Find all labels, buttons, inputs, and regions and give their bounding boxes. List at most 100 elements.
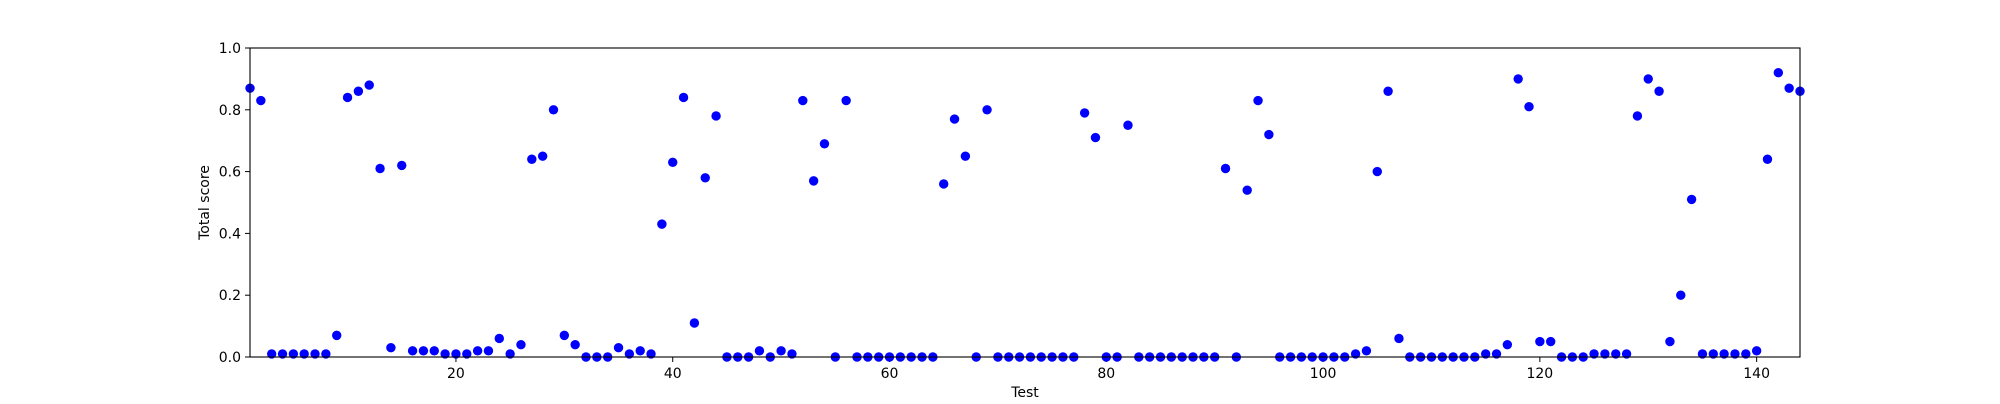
- data-point: [494, 333, 505, 344]
- x-tick-label: 40: [664, 366, 682, 382]
- data-point: [1123, 120, 1133, 130]
- data-point: [332, 330, 342, 341]
- data-point: [1676, 290, 1686, 300]
- data-point: [353, 86, 364, 96]
- data-point: [429, 346, 439, 356]
- data-point: [635, 346, 645, 356]
- data-points: [245, 68, 1805, 362]
- data-point: [1242, 185, 1252, 195]
- data-point: [1502, 339, 1513, 350]
- data-point: [624, 349, 635, 359]
- data-point: [418, 346, 429, 356]
- axis-ticks: 20 40 60 80 100 120 140 0.0 0.2 0.4 0.6 0.8 1.0: [219, 41, 1770, 382]
- data-point: [1535, 336, 1545, 347]
- y-tick-label: 1.0: [219, 41, 241, 57]
- data-point: [1524, 102, 1534, 112]
- data-point: [949, 114, 960, 124]
- x-tick-label: 20: [447, 366, 465, 382]
- data-point: [364, 80, 374, 90]
- data-point: [613, 343, 624, 353]
- data-point: [1545, 336, 1556, 347]
- y-tick-label: 0.6: [219, 165, 241, 181]
- data-point: [310, 349, 320, 359]
- x-tick-label: 140: [1743, 366, 1770, 382]
- y-tick-label: 0.8: [219, 103, 241, 119]
- data-point: [397, 160, 407, 171]
- data-point: [960, 151, 971, 161]
- data-point: [570, 339, 580, 350]
- data-point: [1394, 333, 1404, 344]
- data-point: [472, 346, 483, 356]
- y-tick-label: 0.2: [219, 288, 241, 304]
- x-tick-label: 60: [881, 366, 899, 382]
- data-point: [1708, 349, 1718, 359]
- data-point: [299, 349, 309, 359]
- data-point: [266, 349, 277, 359]
- data-point: [808, 176, 819, 186]
- x-tick-label: 80: [1097, 366, 1115, 382]
- data-point: [462, 349, 472, 359]
- data-point: [277, 349, 288, 359]
- data-point: [1784, 83, 1794, 93]
- data-point: [1762, 154, 1773, 164]
- data-point: [1730, 349, 1740, 359]
- data-point: [1253, 95, 1263, 106]
- data-point: [483, 346, 494, 356]
- data-point: [256, 95, 266, 106]
- data-point: [819, 139, 830, 149]
- data-point: [548, 105, 559, 115]
- data-point: [1372, 166, 1382, 177]
- data-point: [1350, 349, 1361, 359]
- data-point: [1654, 86, 1664, 96]
- data-point: [689, 318, 700, 328]
- data-point: [1264, 129, 1274, 140]
- data-point: [1090, 132, 1101, 143]
- data-point: [668, 157, 678, 168]
- data-point: [841, 95, 851, 106]
- data-point: [1383, 86, 1393, 96]
- data-point: [1665, 336, 1675, 347]
- data-point: [700, 173, 710, 183]
- data-point: [1741, 349, 1751, 359]
- data-point: [505, 349, 515, 359]
- data-point: [711, 111, 721, 121]
- data-point: [1751, 346, 1762, 356]
- data-point: [1719, 349, 1729, 359]
- data-point: [386, 343, 396, 353]
- data-point: [1611, 349, 1621, 359]
- data-point: [440, 349, 450, 359]
- data-point: [1513, 74, 1523, 84]
- x-tick-label: 100: [1310, 366, 1337, 382]
- data-point: [646, 349, 656, 359]
- data-point: [1491, 349, 1502, 359]
- data-point: [1773, 68, 1784, 78]
- data-point: [1589, 349, 1599, 359]
- plot-frame: [249, 47, 1801, 358]
- data-point: [1220, 163, 1231, 174]
- data-point: [754, 346, 765, 356]
- data-point: [787, 349, 797, 359]
- data-point: [451, 349, 461, 359]
- data-point: [1480, 349, 1491, 359]
- data-point: [407, 346, 418, 356]
- data-point: [1079, 108, 1090, 118]
- x-axis-label: Test: [1010, 385, 1039, 400]
- data-point: [798, 95, 808, 106]
- data-point: [1621, 349, 1632, 359]
- data-point: [1697, 349, 1708, 359]
- data-point: [1632, 111, 1643, 121]
- data-point: [657, 219, 667, 229]
- data-point: [516, 339, 526, 350]
- y-axis-label: Total score: [197, 165, 213, 241]
- data-point: [982, 105, 992, 115]
- data-point: [939, 179, 949, 189]
- y-tick-label: 0.4: [219, 226, 241, 242]
- data-point: [321, 349, 331, 359]
- data-point: [527, 154, 537, 164]
- data-point: [1361, 346, 1372, 356]
- data-point: [559, 330, 570, 341]
- data-point: [1643, 74, 1653, 84]
- data-point: [375, 163, 385, 174]
